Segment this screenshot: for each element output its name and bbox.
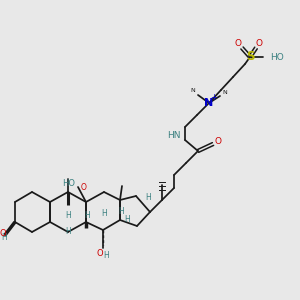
Text: O: O (256, 40, 262, 49)
Text: O: O (214, 137, 221, 146)
Text: S: S (246, 50, 254, 64)
Text: O: O (81, 182, 87, 191)
Text: H: H (118, 208, 124, 217)
Text: N: N (190, 88, 195, 94)
Text: HN: HN (167, 131, 181, 140)
Text: H: H (1, 233, 7, 242)
Text: N: N (223, 89, 227, 94)
Text: N: N (204, 98, 214, 108)
Text: HO: HO (270, 52, 284, 62)
Text: O: O (0, 229, 6, 238)
Text: +: + (211, 92, 218, 101)
Text: H: H (103, 251, 109, 260)
Text: H: H (65, 227, 71, 236)
Text: H: H (84, 211, 90, 220)
Text: H: H (65, 211, 71, 220)
Text: O: O (97, 248, 103, 257)
Text: H: H (101, 208, 107, 217)
Text: HO: HO (62, 178, 75, 188)
Text: H: H (124, 214, 130, 224)
Text: H: H (145, 194, 151, 202)
Text: O: O (235, 40, 242, 49)
